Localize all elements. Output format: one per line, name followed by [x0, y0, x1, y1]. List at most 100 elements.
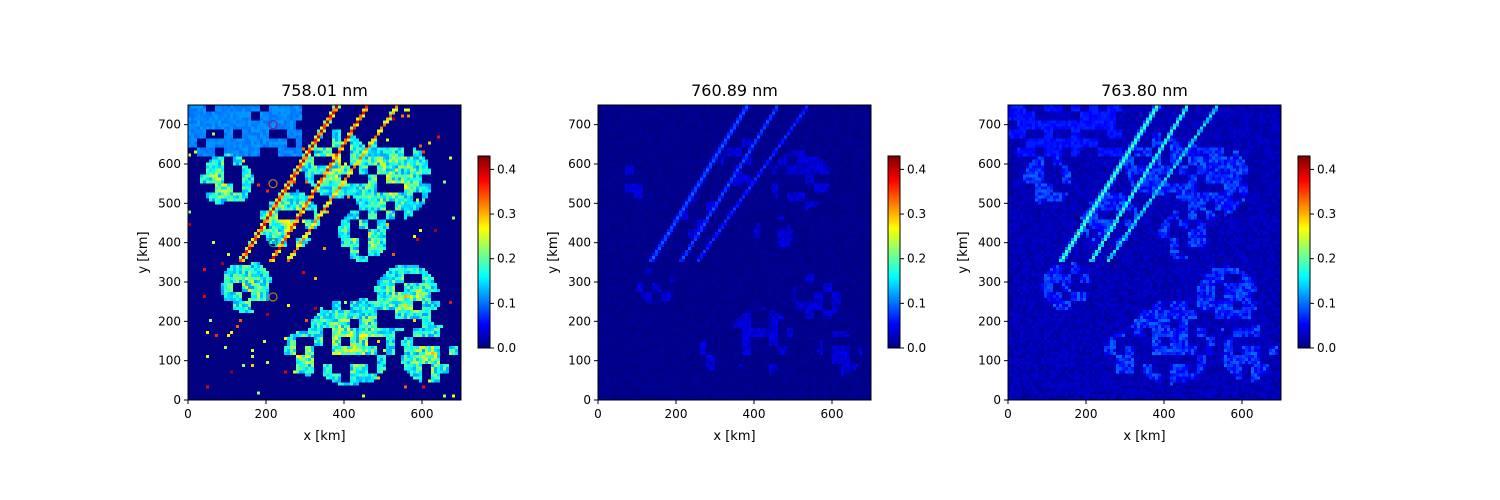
heatmap-cell	[248, 355, 251, 358]
heatmap-cell	[428, 391, 431, 394]
heatmap-cell	[419, 394, 422, 397]
heatmap-cell	[311, 361, 314, 364]
heatmap-cell	[233, 391, 236, 394]
heatmap-cell	[413, 361, 416, 364]
heatmap-cell	[386, 394, 389, 397]
heatmap-cell	[212, 370, 215, 373]
heatmap-cell	[431, 382, 434, 385]
heatmap-cell	[446, 376, 449, 379]
heatmap-cell	[260, 361, 263, 364]
heatmap-cell	[326, 382, 329, 385]
heatmap-cell	[296, 364, 299, 367]
heatmap-cell	[203, 355, 206, 358]
heatmap-cell	[269, 367, 272, 370]
heatmap-cell	[395, 358, 398, 361]
heatmap-cell	[257, 385, 260, 388]
heatmap-cell	[383, 358, 386, 361]
heatmap-cell	[398, 367, 401, 370]
heatmap-cell	[383, 394, 386, 397]
heatmap-cell	[434, 367, 437, 370]
heatmap-cell	[317, 358, 320, 361]
heatmap-cell	[242, 373, 245, 376]
heatmap-cell	[362, 370, 365, 373]
heatmap-cell	[449, 394, 452, 397]
heatmap-cell	[206, 373, 209, 376]
heatmap-cell	[359, 385, 362, 388]
heatmap-cell	[380, 385, 383, 388]
heatmap-cell	[233, 394, 236, 397]
heatmap-cell	[248, 379, 251, 382]
heatmap-cell	[395, 385, 398, 388]
heatmap-cell	[437, 370, 440, 373]
heatmap-cell	[275, 364, 278, 367]
heatmap-cell	[308, 361, 311, 364]
heatmap-cell	[194, 364, 197, 367]
heatmap-cell	[281, 367, 284, 370]
heatmap-cell	[368, 379, 371, 382]
heatmap-cell	[353, 358, 356, 361]
heatmap-cell	[401, 382, 404, 385]
heatmap-cell	[404, 367, 407, 370]
heatmap-cell	[224, 370, 227, 373]
heatmap-cell	[434, 394, 437, 397]
heatmap-cell	[305, 355, 308, 358]
heatmap-cell	[395, 379, 398, 382]
heatmap-cell	[350, 376, 353, 379]
heatmap-cell	[254, 358, 257, 361]
heatmap-cell	[347, 376, 350, 379]
heatmap-cell	[323, 367, 326, 370]
heatmap-cell	[257, 382, 260, 385]
heatmap-cell	[248, 370, 251, 373]
heatmap-cell	[395, 382, 398, 385]
heatmap-cell	[236, 370, 239, 373]
heatmap-cell	[218, 373, 221, 376]
heatmap-cell	[314, 382, 317, 385]
heatmap-cell	[392, 370, 395, 373]
heatmap-cell	[233, 373, 236, 376]
heatmap-cell	[314, 388, 317, 391]
heatmap-cell	[359, 367, 362, 370]
heatmap-cell	[272, 382, 275, 385]
heatmap-cell	[356, 361, 359, 364]
heatmap-cell	[326, 376, 329, 379]
heatmap-cell	[290, 355, 293, 358]
heatmap-cell	[407, 373, 410, 376]
heatmap-cell	[275, 388, 278, 391]
heatmap-cell	[287, 382, 290, 385]
heatmap-cell	[230, 361, 233, 364]
heatmap-cell	[422, 376, 425, 379]
heatmap-cell	[320, 382, 323, 385]
heatmap-cell	[437, 385, 440, 388]
heatmap-cell	[374, 382, 377, 385]
heatmap-cell	[362, 364, 365, 367]
heatmap-cell	[248, 385, 251, 388]
heatmap-cell	[377, 379, 380, 382]
heatmap-cell	[245, 388, 248, 391]
heatmap-cell	[353, 388, 356, 391]
heatmap-cell	[206, 376, 209, 379]
heatmap-cell	[212, 358, 215, 361]
heatmap-cell	[272, 361, 275, 364]
heatmap-cell	[209, 358, 212, 361]
heatmap-cell	[248, 367, 251, 370]
heatmap-cell	[200, 373, 203, 376]
heatmap-cell	[233, 379, 236, 382]
heatmap-cell	[263, 379, 266, 382]
heatmap-cell	[257, 358, 260, 361]
heatmap-cell	[263, 361, 266, 364]
heatmap-cell	[401, 394, 404, 397]
heatmap-cell	[302, 364, 305, 367]
heatmap-cell	[278, 376, 281, 379]
heatmap-cell	[437, 364, 440, 367]
heatmap-cell	[356, 391, 359, 394]
heatmap-cell	[455, 382, 458, 385]
heatmap-cell	[395, 361, 398, 364]
heatmap-cell	[242, 367, 245, 370]
heatmap-cell	[215, 379, 218, 382]
heatmap-cell	[245, 355, 248, 358]
heatmap-cell	[245, 385, 248, 388]
heatmap-cell	[440, 373, 443, 376]
heatmap-cell	[269, 394, 272, 397]
heatmap-cell	[380, 391, 383, 394]
heatmap-cell	[350, 379, 353, 382]
